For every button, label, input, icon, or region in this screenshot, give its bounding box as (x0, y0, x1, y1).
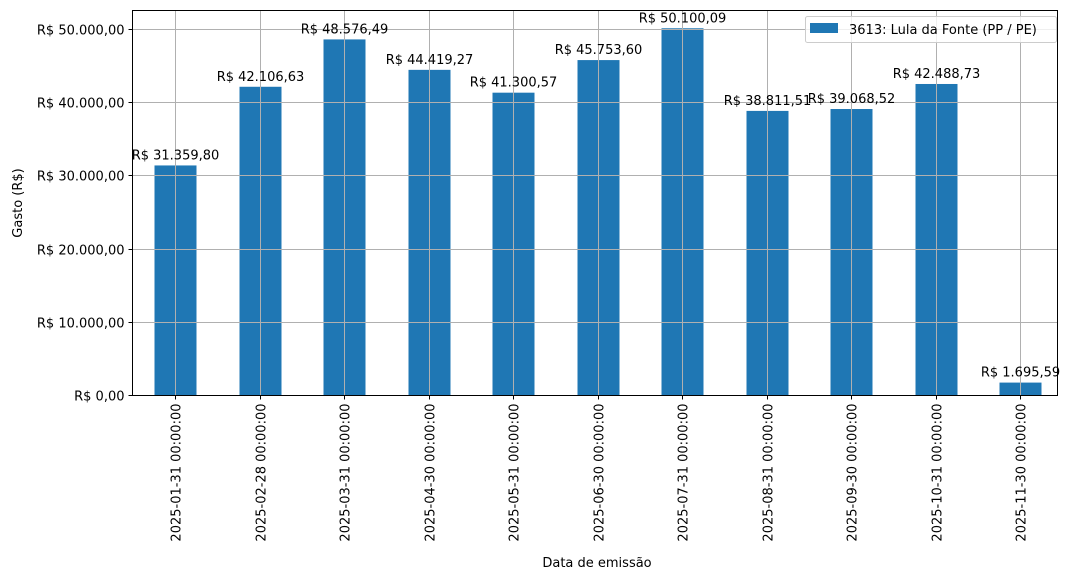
y-tick-label: R$ 0,00 (74, 390, 124, 405)
x-tick-label: 2025-10-31 00:00:00 (931, 404, 946, 542)
y-tick-label: R$ 20.000,00 (37, 244, 125, 259)
x-tick-label: 2025-04-30 00:00:00 (424, 404, 439, 542)
x-tick-label: 2025-02-28 00:00:00 (255, 404, 270, 542)
y-tick-label: R$ 10.000,00 (37, 317, 125, 332)
x-tick-label: 2025-03-31 00:00:00 (339, 404, 354, 542)
bar-value-label: R$ 42.488,73 (893, 67, 981, 82)
x-axis-label: Data de emissão (542, 556, 651, 571)
x-tick-label: 2025-08-31 00:00:00 (762, 404, 777, 542)
bar-value-label: R$ 45.753,60 (555, 43, 643, 58)
legend-swatch (810, 23, 838, 33)
y-tick-label: R$ 40.000,00 (37, 97, 125, 112)
bar-value-label: R$ 41.300,57 (470, 76, 558, 91)
legend: 3613: Lula da Fonte (PP / PE) (805, 16, 1057, 43)
x-tick-label: 2025-05-31 00:00:00 (508, 404, 523, 542)
y-axis-label: Gasto (R$) (11, 168, 26, 237)
x-tick-label: 2025-09-30 00:00:00 (846, 404, 861, 542)
legend-label: 3613: Lula da Fonte (PP / PE) (849, 23, 1037, 38)
bar-value-label: R$ 50.100,09 (639, 11, 727, 26)
bar-value-label: R$ 39.068,52 (808, 92, 896, 107)
bar-value-label: R$ 48.576,49 (301, 22, 389, 37)
x-tick-label: 2025-07-31 00:00:00 (677, 404, 692, 542)
x-tick-label: 2025-01-31 00:00:00 (170, 404, 185, 542)
bar-value-label: R$ 38.811,51 (724, 94, 812, 109)
x-tick-label: 2025-06-30 00:00:00 (593, 404, 608, 542)
y-tick-label: R$ 50.000,00 (37, 24, 125, 39)
bar-value-labels: R$ 31.359,80 R$ 42.106,63 R$ 48.576,49 R$ 4… (132, 11, 1060, 380)
x-axis-ticks: 2025-01-31 00:00:00 2025-02-28 00:00:00 20… (170, 395, 1030, 542)
y-tick-label: R$ 30.000,00 (37, 170, 125, 185)
bar-value-label: R$ 1.695,59 (981, 366, 1060, 381)
x-tick-label: 2025-11-30 00:00:00 (1015, 404, 1030, 542)
plot-frame (132, 10, 1058, 396)
bar-value-label: R$ 31.359,80 (132, 148, 220, 163)
y-axis-ticks: R$ 0,00 R$ 10.000,00 R$ 20.000,00 R$ 30.000… (37, 24, 133, 405)
bar-value-label: R$ 42.106,63 (217, 70, 305, 85)
legend-box (805, 16, 1057, 43)
bar-value-label: R$ 44.419,27 (386, 53, 474, 68)
